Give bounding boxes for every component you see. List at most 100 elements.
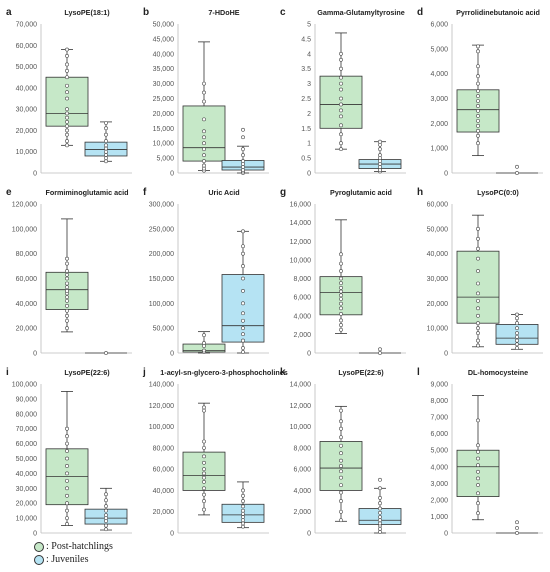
panel-l-post-hatchlings-point [476, 511, 480, 516]
panel-h-post-hatchlings-point [476, 298, 480, 303]
panel-c-juveniles-point [378, 147, 382, 152]
panel-g-post-hatchlings-point [339, 252, 343, 257]
panel-b-tick-label: 45,000 [153, 36, 175, 43]
panel-k-post-hatchlings-point [339, 475, 343, 480]
panel-a-tick-label: 30,000 [16, 107, 38, 114]
panel-h-post-hatchlings-point [476, 269, 480, 273]
panel-l-tick-label: 6,000 [430, 431, 448, 438]
panel-b-tick-label: 25,000 [153, 96, 175, 103]
panel-e-post-hatchlings-point [65, 272, 69, 277]
panel-k-juveniles-point [378, 506, 382, 511]
panel-k-tick-label: 6,000 [293, 467, 311, 474]
panel-i-tick-label: 0 [33, 531, 37, 538]
panel-f-post-hatchlings-point [202, 333, 206, 338]
panel-h-juveniles-point [515, 334, 519, 339]
panel-b-tick-label: 50,000 [153, 22, 175, 29]
panel-b-post-hatchlings-point [202, 81, 206, 86]
panel-b-post-hatchlings-box [182, 105, 226, 162]
panel-b-tick-label: 0 [170, 171, 174, 178]
panel-c-tick-label: 2 [307, 111, 311, 118]
panel-k-tick-label: 8,000 [293, 445, 311, 452]
panel-d-tick-label: 5,000 [430, 46, 448, 53]
panel-h-juveniles-point [515, 312, 519, 317]
panel-j-title: 1-acyl-sn-glycero-3-phosphocholines [160, 368, 287, 377]
panel-d-post-hatchlings-point [476, 133, 480, 138]
panel-j-juveniles-point [241, 521, 245, 526]
panel-j-tick-label: 80,000 [153, 445, 175, 452]
panel-i-post-hatchlings-point [65, 501, 69, 506]
panel-c-tick-label: 4.5 [301, 36, 311, 43]
panel-h-post-hatchlings-point [476, 291, 480, 296]
panel-f-juveniles-point [241, 229, 245, 234]
legend-item-juveniles: : Juveniles [34, 553, 113, 566]
panel-f-juveniles-point [241, 318, 245, 323]
panel-c-post-hatchlings-point [339, 108, 343, 113]
panel-j-post-hatchlings-point [202, 454, 206, 459]
panel-k-title: LysoPE(22:6) [338, 368, 384, 377]
panel-j-juveniles-point [241, 511, 245, 516]
panel-a-juveniles-point [104, 146, 108, 151]
panel-i-tick-label: 100,000 [12, 382, 37, 389]
panel-k-tick-label: 0 [307, 531, 311, 538]
panel-d-post-hatchlings-point [476, 104, 480, 108]
panel-h-post-hatchlings-point [476, 226, 480, 231]
panel-f-juveniles-point [241, 301, 245, 306]
panel-l-title: DL-homocysteine [468, 368, 528, 377]
panel-i-post-hatchlings-point [65, 449, 69, 453]
panel-f-title: Uric Acid [208, 188, 239, 197]
legend-item-post-hatchlings: : Post-hatchlings [34, 540, 113, 553]
panel-k-tick-label: 12,000 [290, 403, 312, 410]
panel-f-juveniles-point [241, 338, 245, 343]
panel-e-tick-label: 120,000 [12, 202, 37, 209]
panel-g-tick-label: 8,000 [293, 276, 311, 283]
panel-h-post-hatchlings-point [476, 331, 480, 336]
panel-i-tick-label: 70,000 [16, 426, 38, 433]
panel-a-juveniles-point [104, 149, 108, 154]
panel-b-post-hatchlings-point [202, 147, 206, 152]
panel-e-title: Formiminoglutamic acid [45, 188, 128, 197]
panel-f-post-hatchlings-point [202, 341, 206, 345]
panel-i-tick-label: 60,000 [16, 441, 38, 448]
panel-g-post-hatchlings-point [339, 327, 343, 332]
panel-b-letter: b [143, 7, 149, 18]
panel-i-post-hatchlings-point [65, 478, 69, 483]
panel-j-post-hatchlings-point [202, 445, 206, 450]
panel-j-post-hatchlings-point [202, 475, 206, 480]
panel-g-post-hatchlings-point [339, 276, 343, 281]
panel-e-tick-label: 100,000 [12, 226, 37, 233]
panel-h-juveniles-point [515, 326, 519, 331]
panel-e-post-hatchlings-point [65, 261, 69, 266]
panel-g-tick-label: 16,000 [290, 202, 312, 209]
panel-b-juveniles-point [241, 147, 245, 152]
panel-c-post-hatchlings-point [339, 114, 343, 119]
panel-d-post-hatchlings-point [476, 113, 480, 118]
panel-a-post-hatchlings-point [65, 115, 69, 120]
panel-b-post-hatchlings-point [202, 135, 206, 140]
panel-k-post-hatchlings-point [339, 443, 343, 448]
panel-i-post-hatchlings-point [65, 493, 69, 498]
panel-d-post-hatchlings-point [476, 109, 480, 113]
panel-h-tick-label: 50,000 [427, 226, 449, 233]
panel-l-juveniles-point [515, 520, 519, 525]
panel-d-tick-label: 6,000 [430, 22, 448, 29]
panel-d-tick-label: 4,000 [430, 71, 448, 78]
panel-a-tick-label: 50,000 [16, 64, 38, 71]
panel-g-post-hatchlings-point [339, 289, 343, 294]
panel-a-tick-label: 40,000 [16, 85, 38, 92]
panel-k-post-hatchlings-point [339, 451, 343, 456]
panel-h-tick-label: 0 [444, 351, 448, 358]
legend-label-juveniles: : Juveniles [46, 554, 89, 565]
panel-i-post-hatchlings-point [65, 471, 69, 476]
panel-j-post-hatchlings-point [202, 486, 206, 491]
panel-e-tick-label: 80,000 [16, 251, 38, 258]
panel-i-tick-label: 50,000 [16, 456, 38, 463]
panel-e-juveniles-point [104, 351, 108, 355]
panel-g-tick-label: 0 [307, 351, 311, 358]
panel-l-juveniles-point [515, 531, 519, 535]
panel-c-post-hatchlings-point [339, 123, 343, 128]
panel-d-post-hatchlings-point [476, 81, 480, 86]
panel-h-juveniles-point [515, 346, 519, 350]
panel-j-tick-label: 40,000 [153, 488, 175, 495]
panel-i-juveniles-point [104, 523, 108, 528]
panel-j-juveniles-point [241, 524, 245, 529]
